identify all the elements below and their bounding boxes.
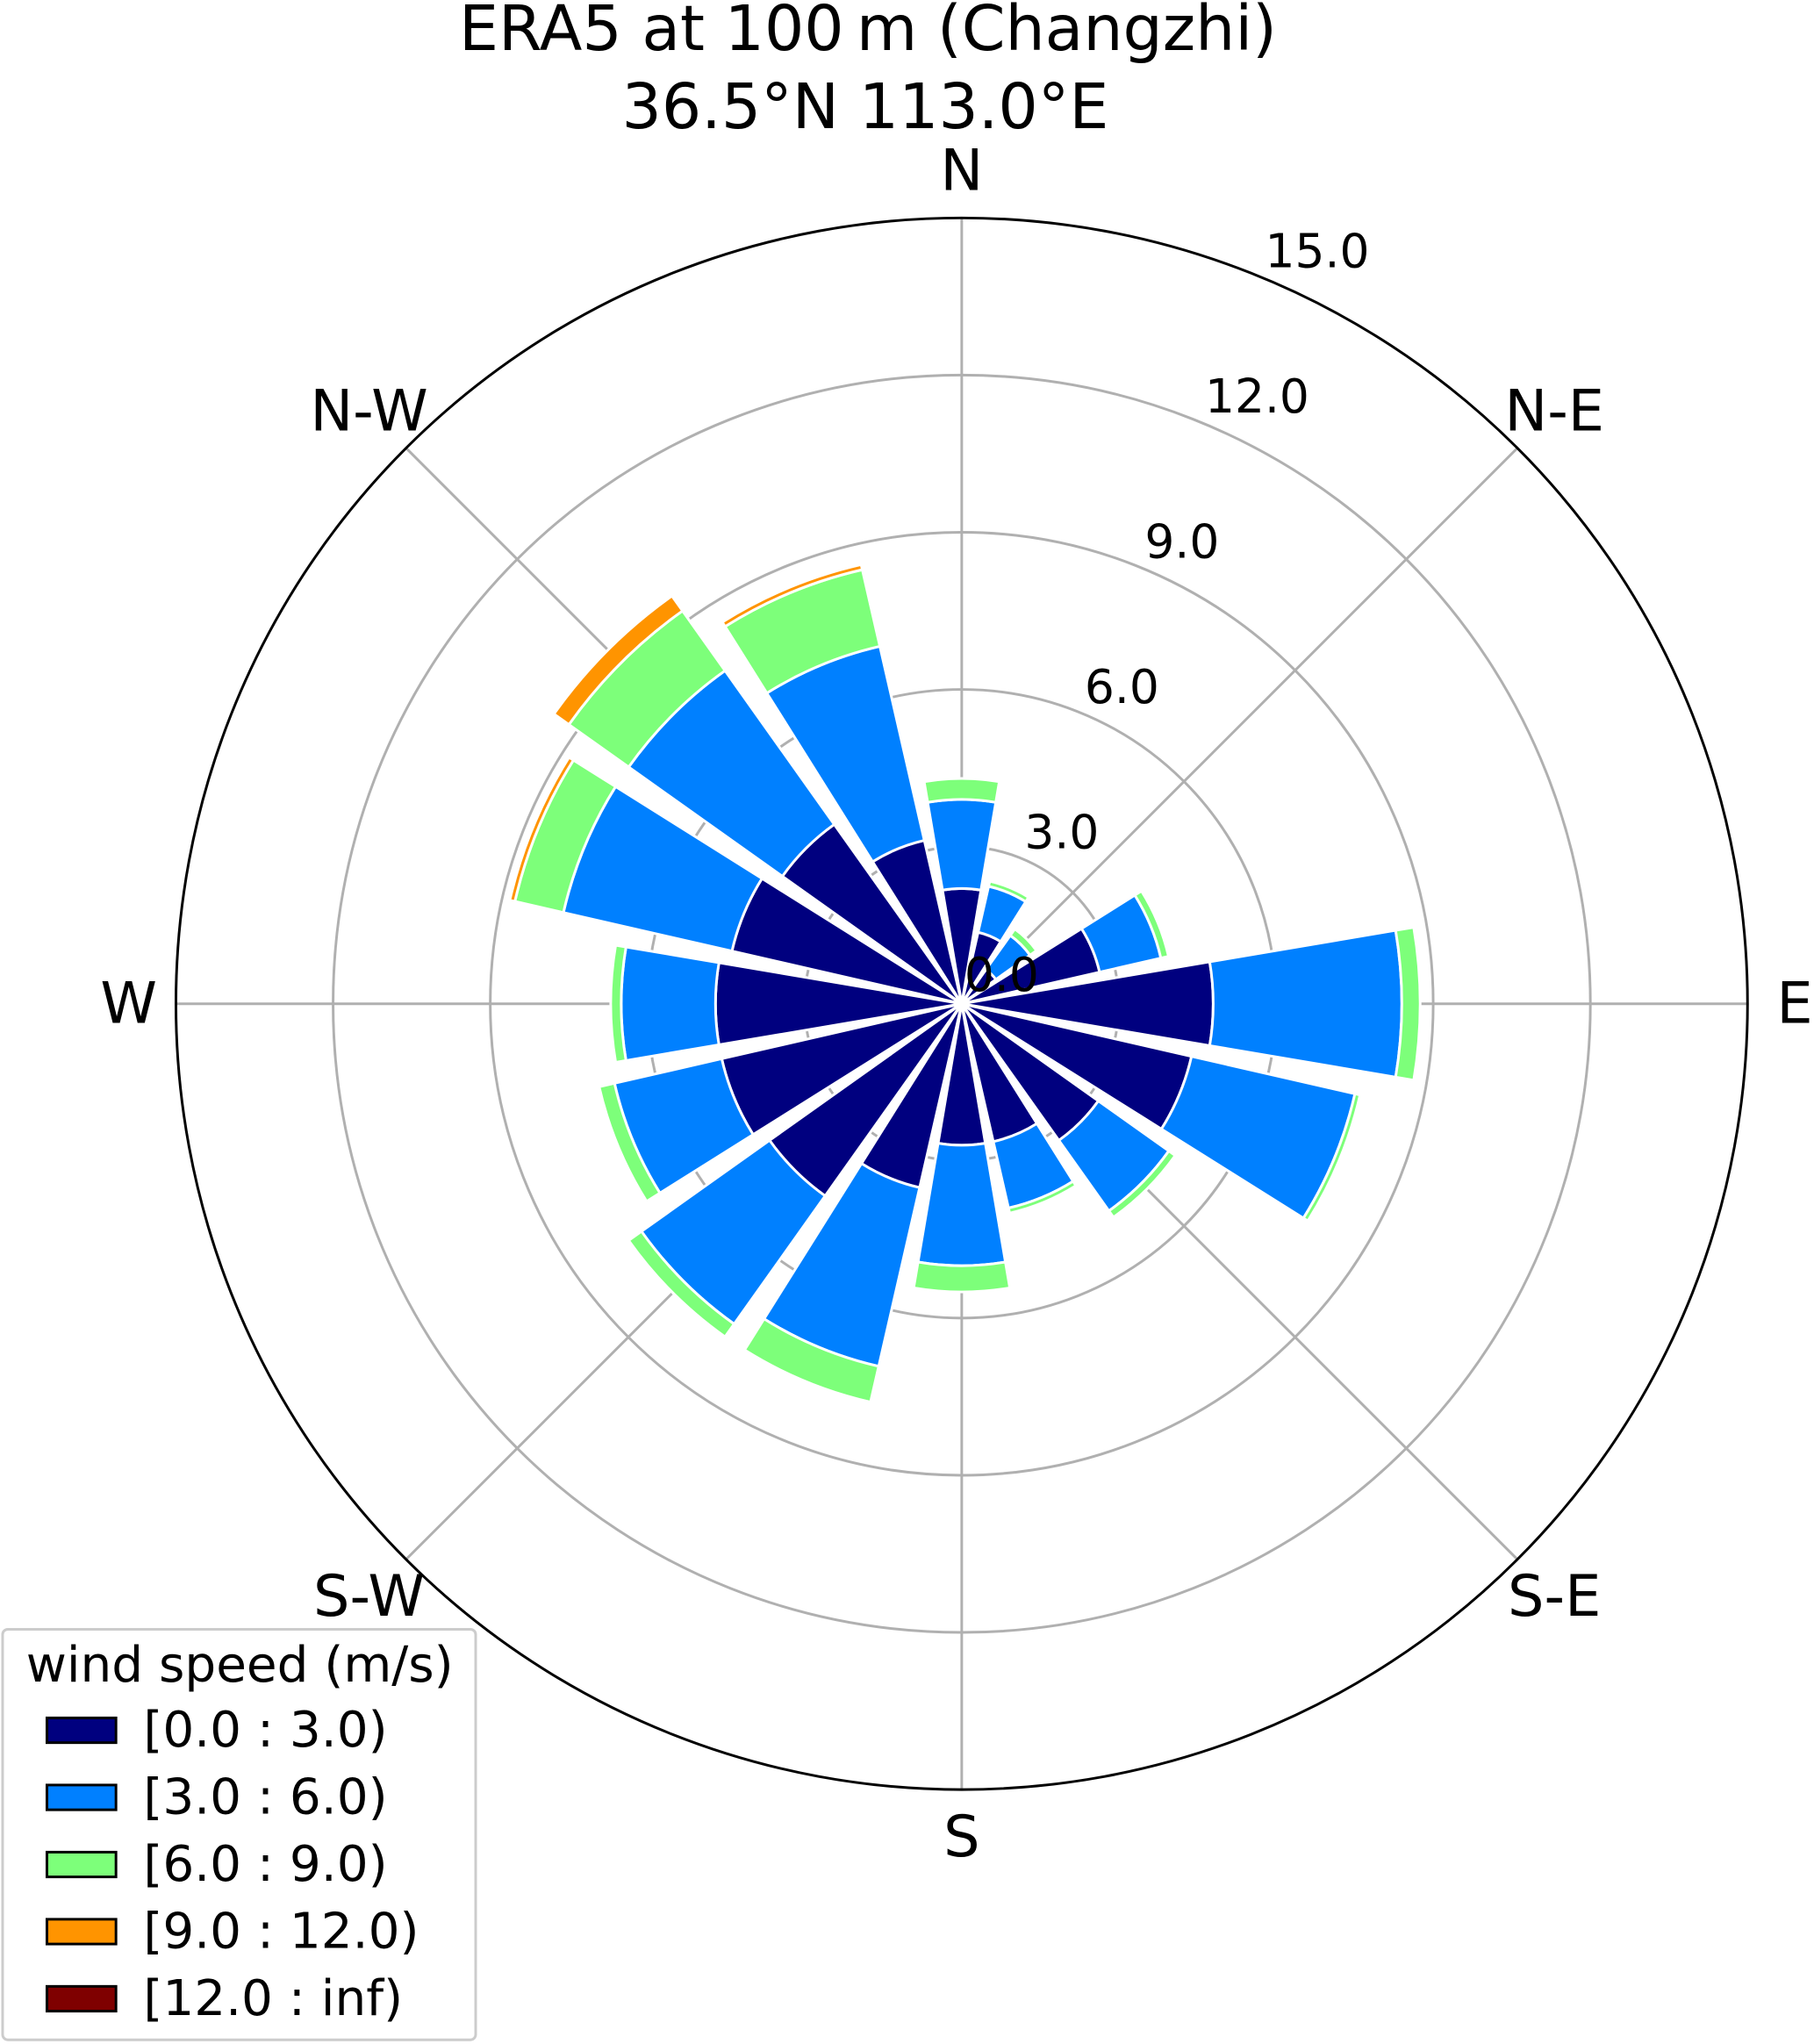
bar-segment	[1208, 929, 1403, 1079]
bar-segment	[597, 1081, 663, 1203]
direction-label: N	[940, 138, 983, 204]
legend-swatch	[45, 1918, 118, 1946]
bar-segment	[1394, 925, 1422, 1082]
direction-label: S-W	[313, 1563, 425, 1630]
radial-tick-label: 3.0	[1024, 804, 1099, 859]
direction-label: W	[100, 971, 157, 1037]
radial-tick-label: 6.0	[1085, 659, 1159, 714]
bar-segment	[620, 945, 721, 1063]
bar-segment	[912, 1260, 1012, 1294]
legend-title: wind speed (m/s)	[26, 1637, 454, 1694]
legend-swatch	[45, 1783, 118, 1811]
bar-segment	[552, 593, 685, 727]
legend-box	[1, 1627, 477, 2041]
legend: wind speed (m/s) [0.0 : 3.0) [3.0 : 6.0) […	[1, 1627, 477, 2041]
legend-swatch	[45, 1716, 118, 1745]
bar-segment	[986, 879, 1031, 904]
legend-label: [0.0 : 3.0)	[143, 1702, 387, 1759]
legend-swatch	[45, 1984, 118, 2013]
direction-label: S	[943, 1804, 979, 1870]
chart-subtitle: 36.5°N 113.0°E	[621, 70, 1108, 143]
bar-segment	[1133, 889, 1171, 960]
radial-tick-label: 0.0	[964, 947, 1039, 1002]
chart-title: ERA5 at 100 m (Changzhi)	[459, 0, 1277, 65]
bar-segment	[926, 798, 998, 892]
outer-ring	[174, 216, 1749, 1791]
bar-segment	[1301, 1092, 1362, 1223]
legend-label: [9.0 : 12.0)	[143, 1904, 419, 1961]
direction-label: N-E	[1504, 377, 1604, 444]
legend-label: [3.0 : 6.0)	[143, 1769, 387, 1826]
bar-segment	[1107, 1149, 1178, 1220]
direction-label: S-E	[1508, 1563, 1601, 1630]
direction-label: E	[1776, 971, 1812, 1037]
direction-label: N-W	[310, 377, 427, 444]
bar-segment	[922, 777, 1001, 804]
bar-segment	[1007, 1179, 1078, 1216]
bars	[508, 563, 1422, 1404]
bar-segment	[1008, 927, 1039, 957]
bar-segment	[609, 943, 628, 1065]
legend-swatch	[45, 1850, 118, 1879]
radial-tick-label: 9.0	[1144, 513, 1219, 569]
radial-tick-label: 15.0	[1265, 224, 1369, 279]
bar-segment	[721, 563, 864, 628]
grid-spoke	[960, 447, 1519, 1005]
legend-label: [12.0 : inf)	[143, 1970, 403, 2027]
bar-segment	[742, 1316, 881, 1404]
radial-tick-label: 12.0	[1205, 369, 1309, 424]
legend-label: [6.0 : 9.0)	[143, 1836, 387, 1893]
bar-segment	[1159, 1054, 1357, 1221]
bar-segment	[627, 1229, 736, 1339]
axis-labels: N N-E E S-E S S-W W N-W 0.0 3.0 6.0 9.0 12.0 15.0	[100, 138, 1812, 1870]
bar-segment	[916, 1141, 1007, 1267]
bar-segment	[508, 755, 576, 903]
